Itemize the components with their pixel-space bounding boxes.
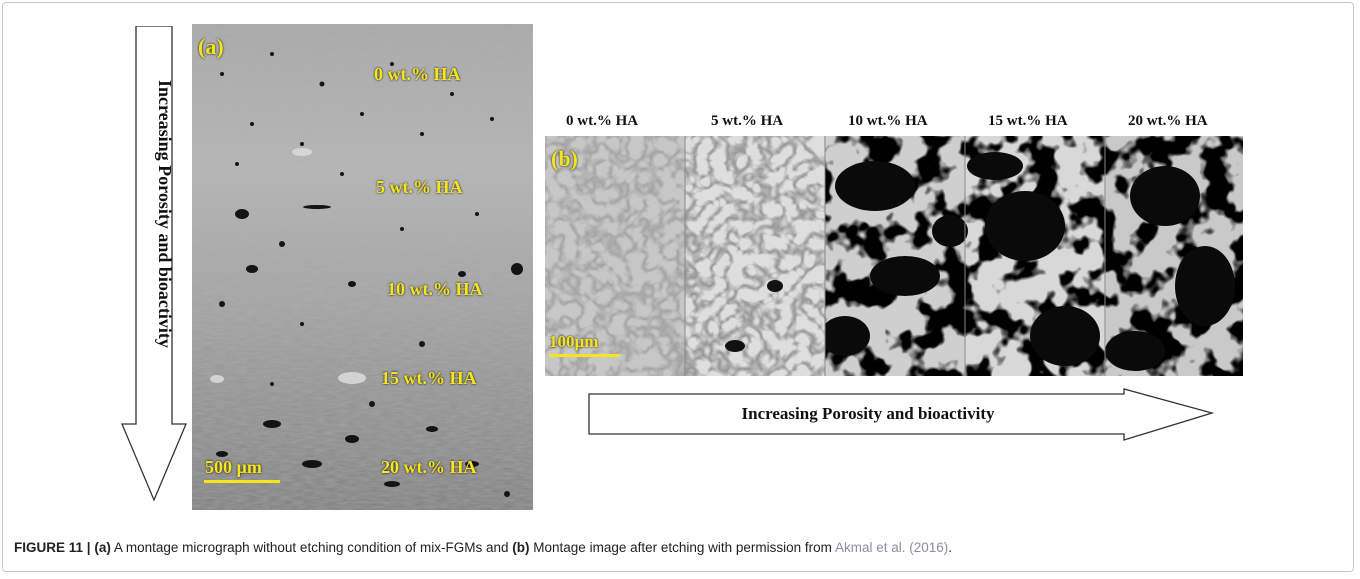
- caption-end: .: [948, 540, 953, 555]
- vertical-arrow-label: Increasing Porosity and bioactivity: [155, 80, 175, 348]
- panel-a-tag: (a): [198, 34, 224, 59]
- layer-label-15: 15 wt.% HA: [381, 368, 477, 388]
- layer-label-20: 20 wt.% HA: [381, 457, 477, 477]
- horizontal-arrow-label: Increasing Porosity and bioactivity: [742, 404, 995, 423]
- horizontal-arrow: Increasing Porosity and bioactivity: [588, 388, 1215, 441]
- panel-b-tag: (b): [551, 146, 578, 171]
- scale-bar-label-b: 100µm: [549, 332, 599, 351]
- caption-text-2: Montage image after etching with permiss…: [529, 540, 835, 555]
- column-label-5: 5 wt.% HA: [711, 113, 784, 129]
- scale-bar-label-a: 500 µm: [205, 457, 262, 477]
- micrograph-panel-b: (b) 100µm: [545, 136, 1243, 376]
- figure-label: FIGURE 11 |: [14, 540, 91, 555]
- micrograph-panel-a: (a) 0 wt.% HA 5 wt.% HA 10 wt.% HA 15 wt…: [192, 24, 533, 510]
- micrograph-b-image: [545, 136, 1243, 376]
- layer-label-5: 5 wt.% HA: [376, 177, 463, 197]
- citation-link[interactable]: Akmal et al. (2016): [834, 540, 949, 555]
- column-label-15: 15 wt.% HA: [988, 113, 1068, 129]
- scale-bar-b: [549, 354, 620, 357]
- caption-a-marker: (a): [94, 540, 111, 555]
- vertical-arrow: [121, 26, 187, 502]
- layer-label-0: 0 wt.% HA: [374, 64, 461, 84]
- layer-label-10: 10 wt.% HA: [387, 279, 483, 299]
- micrograph-a-image: [192, 24, 533, 510]
- scale-bar-a: [204, 480, 280, 483]
- column-label-0: 0 wt.% HA: [566, 113, 639, 129]
- caption-b-marker: (b): [512, 540, 530, 555]
- caption-text-1: A montage micrograph without etching con…: [110, 540, 513, 555]
- column-label-20: 20 wt.% HA: [1128, 113, 1208, 129]
- figure-caption: FIGURE 11 | (a) A montage micrograph wit…: [14, 540, 952, 555]
- column-label-10: 10 wt.% HA: [848, 113, 928, 129]
